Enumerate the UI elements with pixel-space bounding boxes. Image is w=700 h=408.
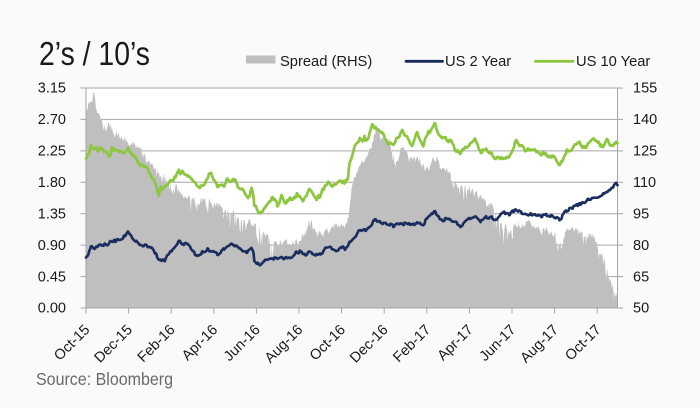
svg-text:140: 140 [633,112,657,128]
svg-text:0.90: 0.90 [38,238,66,254]
svg-text:US 10 Year: US 10 Year [576,54,650,70]
svg-text:80: 80 [633,238,649,254]
svg-text:65: 65 [633,269,649,285]
svg-text:1.80: 1.80 [38,175,66,191]
svg-text:3.15: 3.15 [38,81,66,97]
svg-text:US 2 Year: US 2 Year [445,54,511,70]
svg-text:155: 155 [633,81,657,97]
svg-text:0.45: 0.45 [38,269,66,285]
svg-text:Source: Bloomberg: Source: Bloomberg [36,369,173,389]
svg-text:125: 125 [633,144,657,160]
svg-text:110: 110 [633,175,656,191]
svg-text:2’s / 10’s: 2’s / 10’s [39,35,150,72]
svg-text:95: 95 [633,206,649,222]
svg-text:Spread (RHS): Spread (RHS) [280,54,372,70]
svg-text:0.00: 0.00 [38,301,66,317]
svg-text:2.70: 2.70 [38,112,66,128]
svg-text:2.25: 2.25 [38,144,66,160]
svg-text:50: 50 [633,301,649,317]
svg-text:1.35: 1.35 [38,206,66,222]
